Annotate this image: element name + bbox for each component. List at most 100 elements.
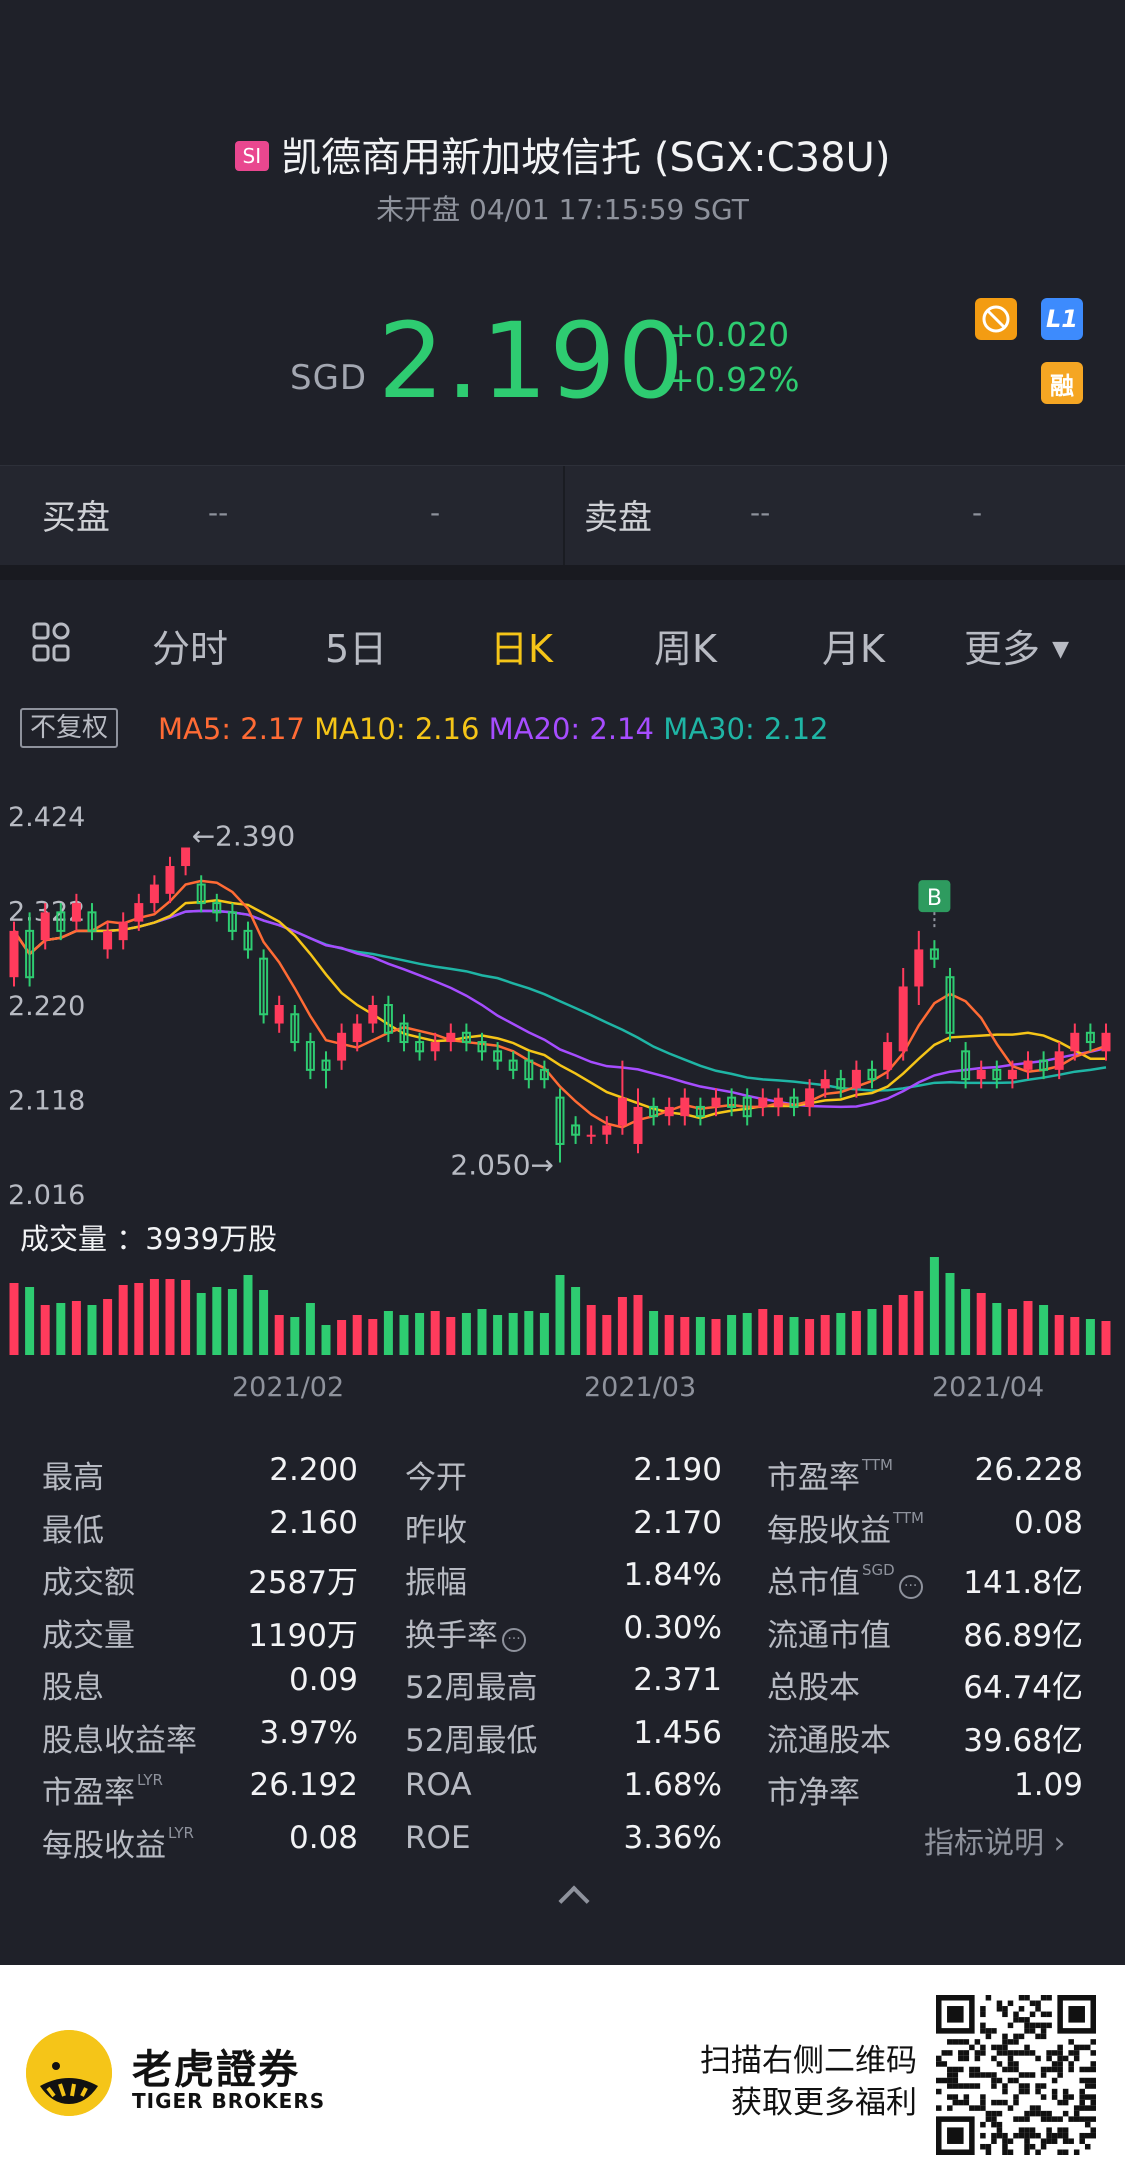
info-icon[interactable]: ··· (898, 1575, 923, 1599)
qr-module (952, 2077, 959, 2084)
volume-bar (493, 1315, 503, 1355)
qr-module (947, 2094, 953, 2100)
brand-name-cn: 老虎證券 (132, 2047, 300, 2093)
volume-bar (290, 1317, 300, 1355)
no-short-icon[interactable] (975, 298, 1017, 340)
qr-module (1024, 2116, 1030, 2122)
candle-body (1085, 1031, 1095, 1044)
qr-module (991, 2072, 997, 2078)
candle-body (773, 1097, 783, 1107)
volume-bar (56, 1303, 66, 1355)
caret-down-icon: ▼ (1052, 637, 1070, 662)
qr-module (1040, 2033, 1047, 2040)
ma10-label: MA10: 2.16 (314, 712, 480, 746)
qr-module (980, 2011, 986, 2018)
volume-bar (446, 1317, 456, 1355)
qr-module (1029, 2132, 1036, 2139)
candle-body (633, 1106, 643, 1144)
qr-module (1079, 2088, 1085, 2095)
qr-module (1007, 2000, 1014, 2007)
qr-module (941, 2077, 948, 2084)
qr-module (996, 2077, 1003, 2084)
qr-module (1046, 2022, 1052, 2029)
qr-module (1051, 2138, 1058, 2144)
qr-module (1029, 2000, 1036, 2007)
qr-module (1046, 2138, 1052, 2144)
qr-module (1013, 2061, 1019, 2067)
low-annotation: 2.050→ (450, 1149, 554, 1182)
tab-monthly-k[interactable]: 月K (822, 627, 885, 671)
volume-bar (25, 1287, 35, 1355)
volume-bar (321, 1325, 331, 1355)
qr-module (1013, 2132, 1019, 2139)
adjust-toggle[interactable]: 不复权 (20, 708, 119, 748)
qr-finder-core (947, 2006, 964, 2023)
stat-value: 0.30% (623, 1609, 722, 1646)
candle-body (664, 1106, 674, 1117)
volume-bar (87, 1305, 97, 1355)
volume-bar (680, 1317, 690, 1355)
qr-module (985, 2149, 992, 2155)
qr-module (952, 2094, 959, 2100)
stat-label-superscript: TTM (893, 1508, 925, 1527)
volume-bar (181, 1280, 191, 1355)
qr-module (974, 2050, 981, 2056)
qr-module (1090, 2083, 1096, 2089)
qr-module (1018, 2088, 1025, 2095)
tab-intraday[interactable]: 分时 (152, 627, 229, 671)
stat-value: 26.228 (974, 1452, 1083, 1488)
qr-module (985, 2028, 992, 2034)
indicator-help-link[interactable]: 指标说明 › (924, 1818, 1066, 1862)
candle-body (680, 1097, 690, 1117)
qr-module (980, 2028, 986, 2034)
stat-value: 2.170 (633, 1504, 722, 1541)
stat-label: 总股本 (767, 1662, 860, 1707)
margin-icon[interactable]: 融 (1041, 362, 1083, 404)
stat-label-text: 市盈率 (42, 1775, 135, 1811)
qr-module (991, 2055, 997, 2062)
tab-5day[interactable]: 5日 (325, 627, 388, 671)
l1-icon[interactable]: L1 (1041, 298, 1083, 340)
qr-code[interactable] (936, 1995, 1096, 2155)
qr-module (991, 2077, 997, 2084)
qr-module (1046, 1995, 1052, 2001)
volume-bar (961, 1289, 971, 1355)
volume-bar (196, 1293, 206, 1355)
y-tick-label: 2.220 (8, 991, 85, 1022)
stat-value: 3.36% (623, 1819, 722, 1856)
info-icon[interactable]: ··· (502, 1627, 526, 1652)
qr-module (1040, 2143, 1047, 2150)
qr-module (1062, 2094, 1069, 2100)
qr-module (1051, 2116, 1058, 2122)
qr-module (1084, 2132, 1091, 2139)
qr-module (1068, 2050, 1074, 2056)
tab-more[interactable]: 更多 ▼ (964, 618, 1069, 673)
qr-module (1073, 2050, 1080, 2056)
qr-module (996, 2000, 1003, 2007)
qr-module (974, 2105, 981, 2111)
qr-module (1068, 2039, 1074, 2045)
qr-module (1057, 2099, 1063, 2106)
qr-module (1029, 2022, 1036, 2029)
qr-module (1035, 2149, 1041, 2155)
stat-value: 1190万 (248, 1617, 358, 1654)
volume-bar (649, 1311, 659, 1355)
candle-body (727, 1096, 737, 1108)
tab-daily-k[interactable]: 日K (490, 627, 553, 671)
y-tick-label: 2.016 (8, 1180, 85, 1211)
grid-menu-icon[interactable] (30, 620, 74, 664)
tab-weekly-k[interactable]: 周K (654, 627, 717, 671)
qr-module (1057, 2055, 1063, 2062)
qr-module (1024, 2072, 1030, 2078)
qr-module (1084, 2094, 1091, 2100)
qr-module (1062, 2110, 1069, 2117)
qr-module (974, 2072, 981, 2078)
volume-bar (539, 1313, 549, 1355)
qr-module (1024, 2017, 1030, 2023)
qr-module (1062, 2138, 1069, 2144)
qr-module (1024, 2022, 1030, 2029)
qr-module (1018, 2116, 1025, 2122)
qr-module (1024, 2083, 1030, 2089)
stat-label: 换手率 ··· (405, 1610, 526, 1655)
